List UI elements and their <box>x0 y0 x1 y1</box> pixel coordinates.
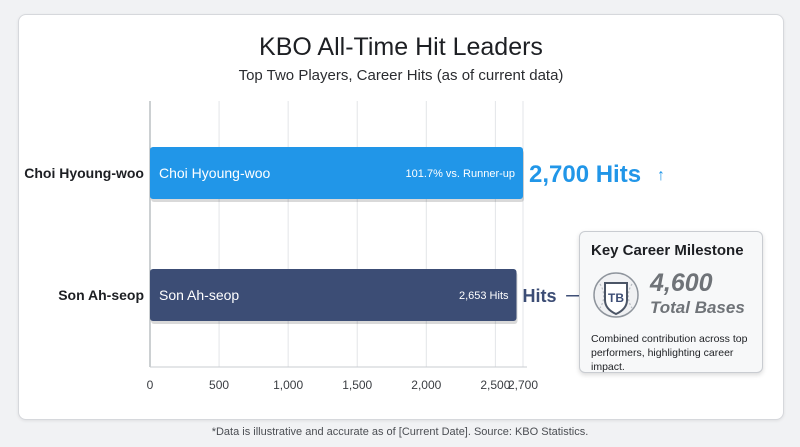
milestone-unit: Total Bases <box>650 298 745 317</box>
bar-value-label: 101.7% vs. Runner-up <box>406 168 515 180</box>
callout-arrow: ↑ <box>657 167 665 184</box>
chart-card: KBO All-Time Hit Leaders Top Two Players… <box>18 14 784 420</box>
x-tick-label: 500 <box>209 378 229 392</box>
category-label: Choi Hyoung-woo <box>24 165 144 181</box>
x-tick-label: 2,700 <box>508 378 538 392</box>
milestone-description: Combined contribution across top perform… <box>591 333 748 373</box>
milestone-value: 4,600 <box>650 269 713 297</box>
bar-callout: 2,700 Hits <box>529 161 641 188</box>
milestone-card: Key Career Milestone TB 4,600 Total Base… <box>579 231 763 373</box>
chart-title: KBO All-Time Hit Leaders <box>259 33 543 61</box>
x-tick-label: 1,500 <box>342 378 372 392</box>
bar <box>150 147 523 199</box>
bar-callout: Hits <box>523 286 557 306</box>
baseball-shield-icon: TB <box>593 272 639 318</box>
chart-subtitle: Top Two Players, Career Hits (as of curr… <box>238 67 564 84</box>
callout-arrow: — <box>566 287 581 304</box>
bar-inner-label: Choi Hyoung-woo <box>159 165 270 181</box>
milestone-title: Key Career Milestone <box>591 242 744 259</box>
bar <box>150 269 517 321</box>
bar-inner-label: Son Ah-seop <box>159 287 239 303</box>
x-tick-label: 2,500 <box>480 378 510 392</box>
category-label: Son Ah-seop <box>58 287 144 303</box>
x-tick-label: 1,000 <box>273 378 303 392</box>
x-tick-label: 2,000 <box>411 378 441 392</box>
footnote: *Data is illustrative and accurate as of… <box>211 426 589 438</box>
milestone-badge-text: TB <box>608 291 624 305</box>
bar-value-label: 2,653 Hits <box>459 290 509 302</box>
x-tick-label: 0 <box>147 378 154 392</box>
